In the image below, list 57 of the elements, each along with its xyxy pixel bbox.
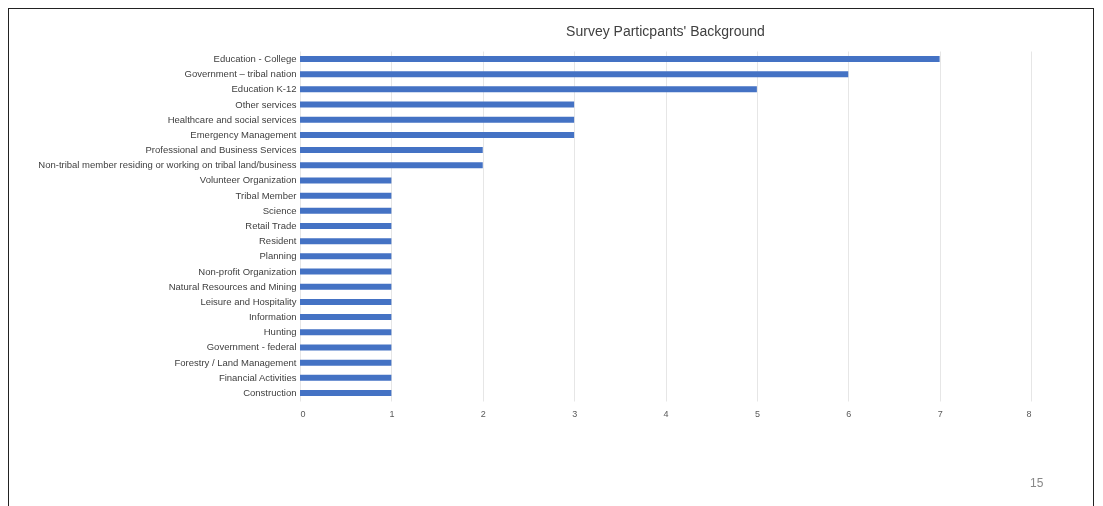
y-tick-label: Information (248, 311, 297, 323)
bar (300, 359, 392, 366)
y-tick-label: Construction (243, 387, 297, 399)
bar (300, 177, 392, 184)
bar (300, 223, 392, 229)
y-tick-label: Forestry / Land Management (174, 356, 297, 368)
bar (300, 101, 575, 108)
y-tick-label: Other services (235, 98, 297, 110)
y-tick-label: Government – tribal nation (184, 68, 297, 80)
y-tick-label: Government - federal (206, 341, 297, 353)
y-tick-label: Retail Trade (245, 220, 297, 231)
bar (300, 329, 392, 336)
chart-title: Survey Particpants' Background (566, 23, 765, 39)
x-tick-label: 7 (937, 408, 943, 419)
bar (300, 238, 392, 245)
y-tick-label: Education - College (213, 52, 297, 64)
x-tick-label: 6 (846, 408, 852, 419)
text: 15 (1030, 476, 1044, 490)
y-tick-label: Financial Activities (218, 371, 297, 383)
x-tick-label: 8 (1026, 408, 1032, 419)
bar (300, 71, 849, 78)
bar (300, 147, 483, 154)
bar (300, 268, 392, 275)
y-tick-label: Education K-12 (231, 83, 297, 95)
x-tick-label: 4 (663, 408, 669, 419)
bar (300, 253, 392, 260)
bar (300, 344, 392, 351)
x-tick-label: 5 (754, 408, 760, 419)
y-tick-label: Non-tribal member residing or working on tribal land/business (38, 159, 297, 171)
bar (300, 298, 392, 305)
bar (300, 207, 392, 214)
y-tick-label: Science (262, 204, 297, 216)
bar (300, 283, 392, 290)
bar (300, 86, 757, 93)
y-tick-label: Leisure and Hospitality (200, 295, 297, 307)
bar (300, 55, 940, 62)
bar (300, 116, 575, 123)
y-tick-label: Natural Resources and Mining (168, 280, 297, 292)
y-tick-label: Volunteer Organization (199, 174, 297, 186)
y-tick-label: Hunting (263, 326, 297, 338)
y-tick-label: Healthcare and social services (167, 113, 297, 125)
bar (300, 374, 392, 381)
bar (300, 162, 483, 169)
x-tick-label: 1 (389, 408, 395, 419)
y-tick-label: Resident (259, 235, 297, 247)
bar (300, 131, 575, 138)
bar (300, 390, 392, 397)
x-tick-label: 3 (572, 408, 578, 419)
y-tick-label: Tribal Member (235, 189, 297, 201)
y-tick-label: Planning (259, 250, 297, 262)
y-tick-label: Non-profit Organization (198, 265, 297, 277)
x-tick-label: 0 (300, 408, 306, 419)
y-tick-label: Emergency Management (190, 128, 297, 140)
bar (300, 314, 392, 321)
y-tick-label: Professional and Business Services (145, 144, 297, 156)
x-tick-label: 2 (480, 408, 486, 419)
bar (300, 192, 392, 199)
